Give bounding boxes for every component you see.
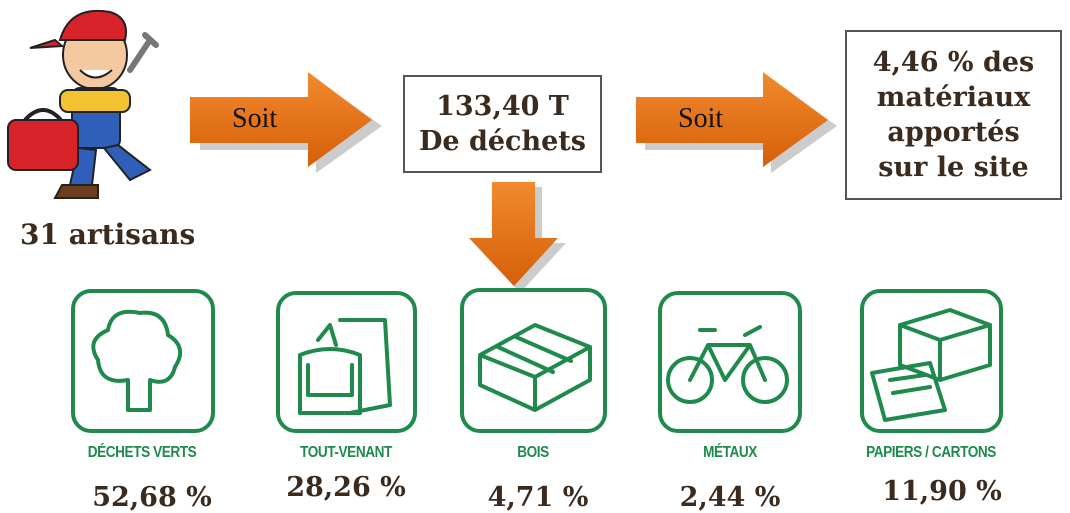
category-label: MÉTAUX (662, 444, 798, 462)
category-label: DÉCHETS VERTS (74, 444, 210, 462)
arrow-label: Soit (232, 103, 277, 135)
share-box: 4,46 % des matériaux apportés sur le sit… (845, 30, 1062, 200)
category-percent: 28,26 % (266, 472, 426, 503)
share-text: 4,46 % des (873, 45, 1034, 80)
share-text: sur le site (878, 150, 1028, 185)
paper-icon (862, 291, 1001, 431)
category-percent: 11,90 % (862, 476, 1022, 507)
share-text: matériaux (877, 80, 1030, 115)
infographic: 31 artisans Soit Soit 133,40 T De déchet… (0, 0, 1070, 513)
total-box: 133,40 T De déchets (403, 75, 602, 173)
category-percent: 52,68 % (72, 482, 232, 513)
green-waste-icon (73, 291, 213, 431)
metal-icon (660, 293, 800, 431)
arrow-label: Soit (678, 103, 723, 135)
down-arrow (469, 182, 558, 286)
category-label: PAPIERS / CARTONS (863, 444, 999, 462)
total-text: De déchets (419, 124, 586, 159)
total-text: 133,40 T (436, 89, 569, 124)
bulky-waste-icon (278, 293, 415, 431)
share-text: apportés (887, 115, 1019, 150)
category-percent: 2,44 % (650, 482, 810, 513)
wood-icon (462, 290, 605, 431)
category-label: TOUT-VENANT (278, 444, 414, 462)
category-icons (0, 285, 1070, 440)
category-label: BOIS (465, 444, 601, 462)
category-percent: 4,71 % (458, 482, 618, 513)
right-arrow (190, 72, 372, 167)
